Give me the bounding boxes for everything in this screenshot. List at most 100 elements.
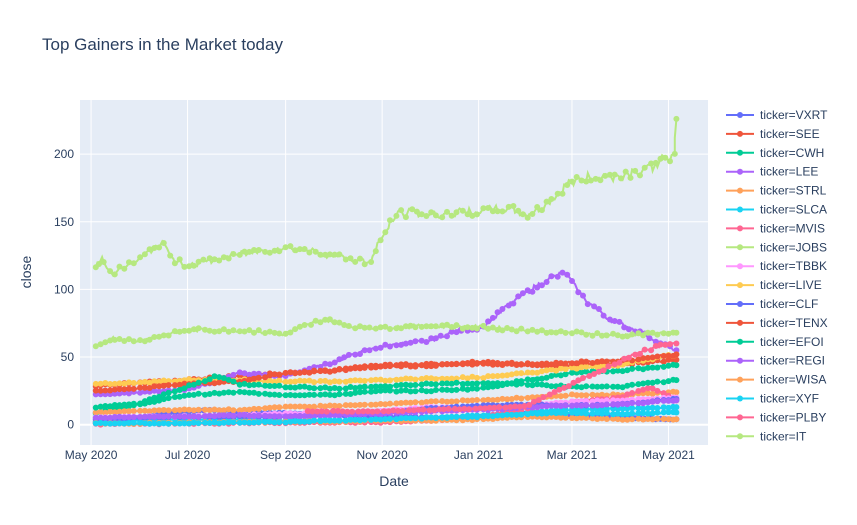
- data-point: [326, 385, 333, 392]
- data-point: [548, 361, 555, 368]
- legend-marker: [737, 376, 743, 383]
- data-point: [583, 383, 590, 390]
- data-point: [543, 279, 550, 285]
- data-point: [660, 409, 667, 416]
- data-point: [548, 402, 555, 409]
- legend-label: ticker=CLF: [760, 297, 818, 311]
- legend-item[interactable]: ticker=XYF: [726, 392, 819, 406]
- data-point: [181, 392, 188, 399]
- legend-item[interactable]: ticker=LIVE: [726, 278, 822, 292]
- data-point: [266, 377, 273, 384]
- data-point: [195, 390, 202, 397]
- data-point: [151, 407, 158, 414]
- data-point: [624, 401, 631, 408]
- legend-item[interactable]: ticker=WISA: [726, 373, 826, 387]
- data-point: [624, 382, 631, 389]
- data-point: [225, 406, 232, 413]
- data-point: [635, 415, 642, 422]
- data-point: [413, 208, 420, 215]
- legend-item[interactable]: ticker=SEE: [726, 127, 820, 141]
- data-point: [236, 328, 243, 335]
- data-point: [121, 386, 128, 393]
- data-point: [160, 240, 167, 246]
- data-point: [380, 408, 387, 415]
- data-point: [489, 324, 496, 331]
- legend-item[interactable]: ticker=VXRT: [726, 108, 828, 122]
- data-point: [418, 375, 425, 382]
- data-point: [102, 339, 109, 346]
- data-point: [646, 335, 653, 342]
- data-point: [251, 419, 257, 426]
- data-point: [282, 330, 289, 337]
- data-point: [393, 416, 400, 423]
- data-point: [649, 416, 656, 423]
- data-point: [246, 389, 253, 396]
- series-group: [92, 115, 680, 428]
- data-point: [595, 306, 602, 312]
- legend-item[interactable]: ticker=LEE: [726, 165, 818, 179]
- data-point: [246, 412, 253, 419]
- data-point: [402, 323, 409, 330]
- legend-item[interactable]: ticker=TENX: [726, 316, 828, 330]
- y-tick-label: 200: [54, 147, 74, 161]
- series-jobs: [92, 316, 680, 350]
- data-point: [578, 177, 585, 184]
- x-tick-label: Mar 2021: [547, 448, 598, 462]
- data-point: [336, 403, 343, 409]
- data-point: [156, 413, 163, 420]
- data-point: [644, 329, 651, 336]
- data-point: [637, 350, 643, 357]
- data-point: [603, 358, 610, 365]
- legend-item[interactable]: ticker=JOBS: [726, 240, 827, 254]
- data-point: [322, 391, 329, 398]
- data-point: [111, 380, 118, 387]
- data-point: [515, 293, 522, 300]
- data-point: [92, 380, 99, 387]
- data-point: [432, 362, 439, 369]
- data-point: [486, 404, 493, 411]
- data-point: [453, 209, 460, 216]
- data-point: [543, 382, 550, 389]
- data-point: [372, 345, 379, 352]
- legend-item[interactable]: ticker=CLF: [726, 297, 818, 311]
- data-point: [625, 354, 632, 361]
- data-point: [407, 375, 414, 382]
- data-point: [206, 391, 213, 397]
- data-point: [524, 369, 531, 376]
- data-point: [398, 400, 405, 406]
- data-point: [296, 392, 303, 399]
- data-point: [529, 377, 536, 383]
- data-point: [230, 378, 237, 385]
- data-point: [619, 333, 626, 340]
- legend-item[interactable]: ticker=SLCA: [726, 203, 827, 217]
- legend-item[interactable]: ticker=STRL: [726, 184, 827, 198]
- legend-item[interactable]: ticker=TBBK: [726, 259, 827, 273]
- data-point: [276, 371, 283, 378]
- data-point: [407, 415, 414, 422]
- data-point: [236, 251, 243, 258]
- data-point: [469, 413, 476, 420]
- data-point: [635, 330, 642, 337]
- legend-item[interactable]: ticker=PLBY: [726, 410, 826, 424]
- data-point: [342, 365, 349, 372]
- data-point: [181, 420, 188, 427]
- data-point: [271, 247, 278, 254]
- data-point: [489, 361, 496, 368]
- data-point: [390, 407, 397, 414]
- legend-item[interactable]: ticker=CWH: [726, 146, 824, 160]
- data-point: [480, 205, 487, 212]
- data-point: [287, 392, 294, 398]
- data-point: [107, 408, 114, 415]
- legend-item[interactable]: ticker=MVIS: [726, 221, 825, 235]
- data-point: [562, 360, 569, 367]
- data-point: [504, 325, 511, 331]
- legend-item[interactable]: ticker=EFOI: [726, 335, 824, 349]
- data-point: [126, 420, 132, 426]
- legend-item[interactable]: ticker=REGI: [726, 354, 825, 368]
- data-point: [151, 378, 158, 385]
- data-point: [589, 402, 596, 409]
- data-point: [594, 416, 601, 422]
- legend-item[interactable]: ticker=IT: [726, 429, 807, 443]
- data-point: [499, 380, 506, 387]
